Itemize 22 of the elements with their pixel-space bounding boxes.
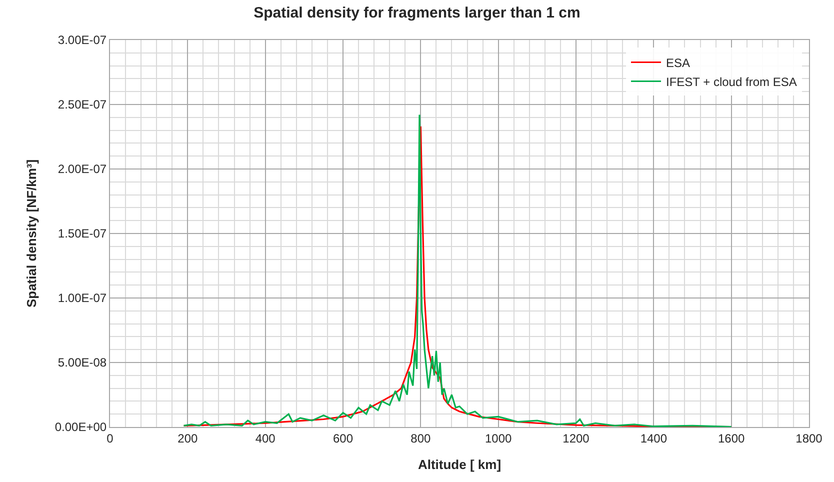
x-tick-label: 0 [106,431,114,446]
x-tick-label: 1000 [484,431,512,446]
y-tick-label: 1.50E-07 [58,226,107,241]
y-tick-label: 5.00E-08 [58,356,107,370]
x-tick-label: 800 [410,431,431,446]
y-tick-label: 3.00E-07 [58,33,107,48]
chart-title: Spatial density for fragments larger than 1 cm [254,4,580,22]
y-axis-title: Spatial density [NF/km³] [24,159,39,308]
y-tick-label: 2.00E-07 [58,162,107,176]
x-tick-label: 1600 [718,431,745,446]
x-tick-label: 200 [178,431,198,446]
x-tick-label: 600 [332,431,354,446]
x-tick-label: 1800 [796,431,823,446]
x-axis-title: Altitude [ km] [418,457,502,472]
y-tick-label: 1.00E-07 [58,291,107,306]
legend-label: IFEST + cloud from ESA [666,74,797,89]
x-tick-label: 1200 [562,431,590,446]
x-tick-label: 400 [255,431,276,446]
x-tick-label: 1400 [640,431,668,446]
y-tick-label: 2.50E-07 [58,98,107,112]
y-tick-label: 0.00E+00 [54,420,107,434]
legend-label: ESA [666,56,690,70]
